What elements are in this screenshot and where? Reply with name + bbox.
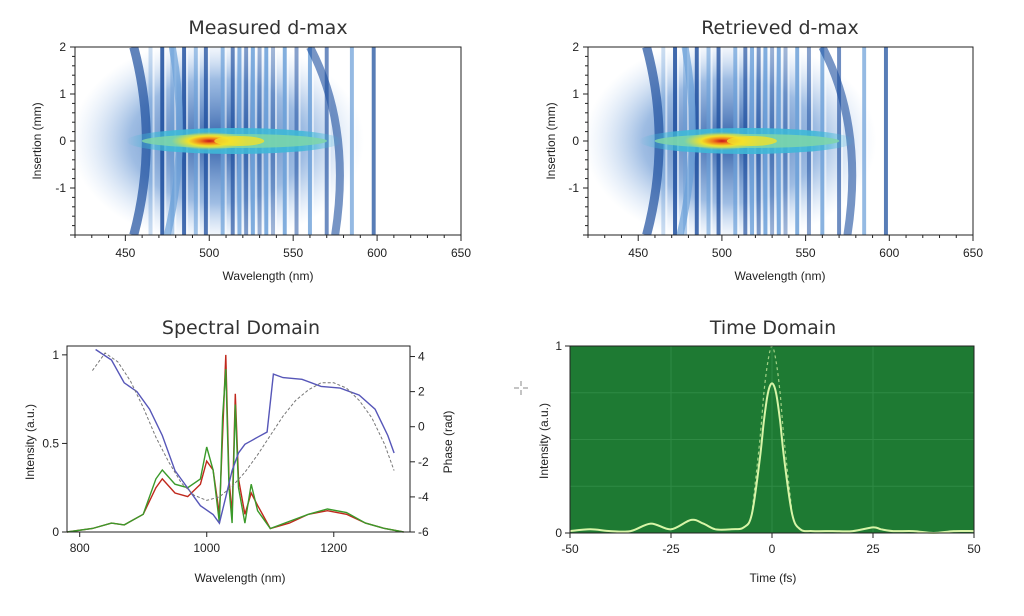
heatmap-hot-tail — [214, 136, 265, 146]
crosshair-cursor-icon — [514, 381, 528, 395]
heatmap-fringe — [862, 47, 867, 235]
y2-tick-label: -6 — [418, 525, 429, 539]
x-tick-label: 550 — [283, 246, 303, 260]
x-tick-label: 800 — [70, 541, 90, 555]
series-line — [66, 368, 404, 533]
y-tick-label: 0 — [572, 134, 579, 148]
y-tick-label: 0.5 — [42, 436, 59, 450]
measured-heatmap-panel: Measured d-max 450 500 550 600 650 -1 0 1 2 Wave… — [30, 17, 471, 283]
y-axis-label: Intensity (a.u.) — [537, 403, 551, 479]
y2-tick-label: -4 — [418, 490, 429, 504]
y-tick-label: 0 — [59, 134, 66, 148]
x-tick-label: 450 — [628, 246, 648, 260]
y-tick-label: 1 — [572, 87, 579, 101]
x-tick-label: 600 — [879, 246, 899, 260]
y2-tick-label: 2 — [418, 385, 425, 399]
y-tick-label: 2 — [59, 40, 66, 54]
heatmap-fringe — [371, 47, 376, 235]
x-axis-label: Time (fs) — [750, 571, 797, 585]
x-tick-label: 50 — [967, 542, 981, 556]
x-tick-label: 600 — [367, 246, 387, 260]
x-tick-label: 500 — [199, 246, 219, 260]
y-tick-label: 1 — [59, 87, 66, 101]
spectral-plot-area: 800 1000 1200 0 0.5 1 -6 -4 -2 0 2 4 — [42, 345, 429, 555]
heatmap-axes: 450 500 550 600 650 -1 0 1 2 — [568, 40, 983, 260]
y-axis-label: Insertion (mm) — [544, 102, 558, 179]
x-tick-label: 450 — [115, 246, 135, 260]
chart-title: Measured d-max — [188, 17, 347, 39]
y-axis-label: Insertion (mm) — [30, 102, 44, 179]
y-tick-label: -1 — [568, 181, 579, 195]
x-axis-label: Wavelength (nm) — [735, 269, 826, 283]
y-tick-label: 0 — [555, 526, 562, 540]
x-tick-label: 0 — [769, 542, 776, 556]
heatmap-plot-area — [588, 47, 973, 235]
x-tick-label: 500 — [712, 246, 732, 260]
y2-tick-label: -2 — [418, 455, 429, 469]
retrieved-heatmap-panel: Retrieved d-max 450 500 550 600 650 -1 0 1 2 Wav… — [544, 17, 983, 283]
y2-tick-label: 4 — [418, 350, 425, 364]
x-tick-label: 1000 — [193, 541, 220, 555]
y2-tick-label: 0 — [418, 420, 425, 434]
y2-axis-label: Phase (rad) — [441, 411, 455, 474]
y-axis-label: Intensity (a.u.) — [23, 404, 37, 480]
time-plot-area: -50 -25 0 25 50 0 1 — [555, 339, 981, 556]
time-domain-panel: Time Domain -50 -25 0 25 50 0 1 Time (fs) Inte… — [537, 317, 981, 585]
heatmap-fringe — [349, 47, 354, 235]
x-axis-label: Wavelength (nm) — [223, 269, 314, 283]
heatmap-peak — [683, 132, 760, 150]
y-tick-label: 2 — [572, 40, 579, 54]
y-tick-label: 1 — [555, 339, 562, 353]
x-tick-label: -25 — [662, 542, 680, 556]
y-tick-label: 1 — [52, 348, 59, 362]
plot-background — [67, 346, 410, 532]
series-line — [95, 348, 395, 525]
heatmap-axes: 450 500 550 600 650 -1 0 1 2 — [55, 40, 471, 260]
x-tick-label: 550 — [796, 246, 816, 260]
x-axis-label: Wavelength (nm) — [195, 571, 286, 585]
series-line — [569, 382, 975, 535]
x-tick-label: 650 — [963, 246, 983, 260]
heatmap-lobe — [818, 47, 857, 235]
chart-title: Time Domain — [709, 317, 836, 339]
heatmap-plot-area — [75, 47, 461, 235]
heatmap-peak — [171, 132, 248, 150]
heatmap-hot-tail — [726, 136, 777, 146]
x-tick-label: 1200 — [320, 541, 347, 555]
spectral-domain-panel: Spectral Domain 800 1000 1200 0 0.5 1 -6 -4 -2 0 2… — [23, 317, 455, 585]
plot-frame — [66, 345, 411, 533]
y-tick-label: 0 — [52, 525, 59, 539]
chart-title: Retrieved d-max — [701, 17, 859, 39]
x-tick-label: -50 — [561, 542, 579, 556]
heatmap-fringe-gap — [375, 47, 378, 235]
x-tick-label: 650 — [451, 246, 471, 260]
heatmap-fringe-gap — [887, 47, 890, 235]
heatmap-fringe-gap — [866, 47, 869, 235]
y-tick-label: -1 — [55, 181, 66, 195]
x-tick-label: 25 — [866, 542, 880, 556]
heatmap-fringe-gap — [353, 47, 356, 235]
heatmap-lobe — [306, 47, 344, 235]
heatmap-fringe — [883, 47, 888, 235]
chart-title: Spectral Domain — [162, 317, 320, 339]
